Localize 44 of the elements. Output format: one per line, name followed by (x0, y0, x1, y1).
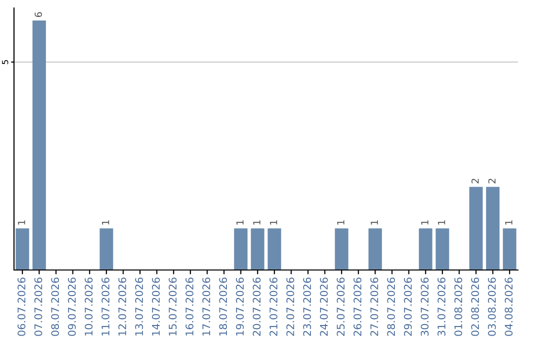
x-tick-label: 23.07.2026 (303, 278, 312, 336)
x-tick-label: 06.07.2026 (18, 278, 26, 336)
data-label: 2 (488, 178, 496, 184)
x-tick-label: 22.07.2026 (286, 278, 294, 336)
x-tick-label: 15.07.2026 (168, 278, 177, 336)
x-tick-label: 09.07.2026 (68, 278, 76, 336)
x-tick-label: 03.08.2026 (488, 278, 496, 336)
x-tick-label: 04.08.2026 (504, 278, 513, 336)
data-label: 1 (421, 220, 428, 225)
x-tick-label: 19.07.2026 (236, 278, 244, 336)
x-tick-label: 24.07.2026 (320, 278, 328, 336)
data-label: 1 (438, 220, 446, 225)
x-tick-label: 13.07.2026 (135, 278, 144, 336)
x-tick-label: 01.08.2026 (454, 278, 462, 336)
x-tick-label: 02.08.2026 (471, 278, 480, 336)
data-label: 2 (471, 178, 479, 184)
x-tick-label: 12.07.2026 (118, 278, 126, 336)
x-tick-label: 25.07.2026 (336, 278, 345, 336)
x-tick-label: 18.07.2026 (219, 278, 228, 336)
data-label: 1 (102, 220, 110, 225)
x-tick-label: 26.07.2026 (354, 278, 362, 336)
data-label: 1 (270, 220, 278, 225)
x-tick-label: 08.07.2026 (51, 278, 60, 336)
data-label: 1 (370, 220, 378, 225)
data-label: 1 (505, 220, 512, 225)
data-label: 1 (253, 220, 260, 225)
x-tick-label: 16.07.2026 (186, 278, 194, 336)
x-tick-label: 07.07.2026 (34, 278, 42, 336)
x-tick-label: 28.07.2026 (387, 278, 396, 336)
x-tick-label: 21.07.2026 (270, 278, 278, 336)
x-tick-label: 31.07.2026 (438, 278, 446, 336)
x-tick-label: 17.07.2026 (202, 278, 210, 336)
x-tick-label: 29.07.2026 (404, 278, 412, 336)
x-tick-label: 11.07.2026 (102, 278, 110, 336)
data-label: 1 (236, 220, 244, 225)
x-tick-label: 30.07.2026 (420, 278, 429, 336)
x-tick-label: 14.07.2026 (152, 278, 160, 336)
x-tick-label: 20.07.2026 (252, 278, 261, 336)
data-label: 1 (18, 220, 26, 225)
y-tick-label: 5 (2, 60, 8, 64)
x-tick-label: 27.07.2026 (370, 278, 378, 336)
x-tick-label: 10.07.2026 (84, 278, 93, 336)
data-label: 6 (34, 12, 42, 18)
data-label: 1 (337, 220, 344, 225)
